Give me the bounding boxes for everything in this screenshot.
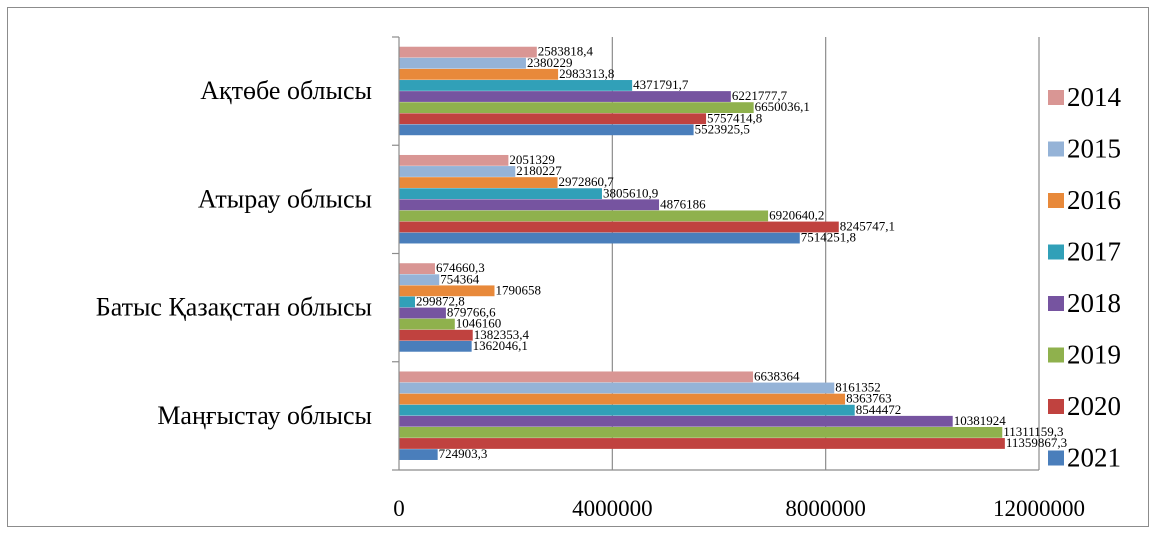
legend-swatch-2019 <box>1048 347 1064 363</box>
data-label: 754364 <box>440 271 480 286</box>
chart-area: 2583818,4 2380229 2983313,8 4371791,7 622177… <box>7 7 1149 527</box>
data-label: 4876186 <box>660 196 706 211</box>
category-label: Ақтөбе облысы <box>200 76 372 105</box>
bar-2015 <box>399 274 440 286</box>
bar-2018 <box>399 91 731 102</box>
bar-2014 <box>399 154 509 166</box>
legend-label: 2017 <box>1067 237 1121 267</box>
bar-2021 <box>399 124 694 136</box>
x-tick-label: 4000000 <box>572 496 653 521</box>
legend-swatch-2015 <box>1048 141 1064 157</box>
bar-2020 <box>399 221 839 233</box>
x-tick-label: 8000000 <box>785 496 866 521</box>
bar-2020 <box>399 329 473 341</box>
bar-2014 <box>399 263 435 275</box>
data-label: 674660,3 <box>436 260 485 275</box>
data-label: 11311159,3 <box>1003 424 1063 439</box>
data-label: 1382353,4 <box>474 327 530 342</box>
data-label: 299872,8 <box>416 294 465 309</box>
legend-label: 2020 <box>1067 391 1121 421</box>
bar-2016 <box>399 285 495 297</box>
bar-2017 <box>399 80 633 91</box>
data-label: 7514251,8 <box>801 230 856 245</box>
data-label: 8161352 <box>835 380 881 395</box>
legend-label: 2015 <box>1067 134 1121 164</box>
data-label: 2583818,4 <box>538 44 594 59</box>
bar-2016 <box>399 177 558 188</box>
data-label: 1790658 <box>496 282 542 297</box>
bar-2018 <box>399 415 953 427</box>
data-label: 1046160 <box>456 316 502 331</box>
data-label: 2983313,8 <box>559 66 614 81</box>
bar-2021 <box>399 232 800 244</box>
bar-2016 <box>399 68 559 80</box>
legend-swatch-2016 <box>1048 193 1064 208</box>
data-label: 6920640,2 <box>769 207 824 222</box>
data-label: 5523925,5 <box>695 121 750 136</box>
bar-2017 <box>399 188 602 200</box>
legend-label: 2016 <box>1067 185 1121 215</box>
legend-swatch-2014 <box>1048 90 1064 105</box>
bar-2015 <box>399 382 835 394</box>
bar-2021 <box>399 340 472 352</box>
legend-swatch-2020 <box>1048 399 1064 414</box>
legend-swatch-2021 <box>1048 450 1064 466</box>
category-label: Батыс Қазақстан облысы <box>96 293 372 322</box>
data-label: 10381924 <box>954 413 1007 428</box>
data-label: 11359867,3 <box>1006 435 1067 450</box>
data-label: 4371791,7 <box>633 77 689 92</box>
data-label: 8245747,1 <box>840 219 895 234</box>
data-label: 2972860,7 <box>559 174 615 189</box>
x-tick-label: 0 <box>393 496 405 521</box>
data-label: 1362046,1 <box>473 338 528 353</box>
legend-label: 2014 <box>1067 82 1122 112</box>
data-label: 879766,6 <box>447 305 496 320</box>
data-label: 6638364 <box>754 368 800 383</box>
axes <box>392 36 1039 471</box>
legend-label: 2019 <box>1067 340 1121 370</box>
bar-2020 <box>399 438 1005 449</box>
category-labels: Ақтөбе облысы Атырау облысы Батыс Қазақста… <box>96 76 372 430</box>
bar-2019 <box>399 210 769 222</box>
bar-2018 <box>399 307 446 319</box>
bar-2017 <box>399 296 415 308</box>
bar-2014 <box>399 371 754 383</box>
bar-2016 <box>399 393 846 405</box>
data-label: 6221777,7 <box>732 88 788 103</box>
data-label: 2380229 <box>527 55 573 70</box>
data-label: 2180227 <box>516 163 562 178</box>
bar-2021 <box>399 449 438 460</box>
legend-swatch-2018 <box>1048 296 1064 311</box>
legend-swatch-2017 <box>1048 244 1064 260</box>
legend-label: 2021 <box>1067 443 1121 473</box>
legend: 2014 2015 2016 2017 2018 2019 2020 2021 <box>1048 82 1122 473</box>
data-label: 8544472 <box>856 402 902 417</box>
bar-2015 <box>399 166 516 177</box>
category-label: Атырау облысы <box>198 184 372 213</box>
x-tick-labels: 0 4000000 8000000 12000000 <box>393 496 1085 521</box>
bar-2018 <box>399 199 660 211</box>
data-label: 2051329 <box>509 152 554 167</box>
data-label: 724903,3 <box>439 446 488 461</box>
bar-2015 <box>399 57 526 69</box>
bar-2019 <box>399 318 455 330</box>
bar-2019 <box>399 426 1003 438</box>
data-label: 6650036,1 <box>755 99 810 114</box>
x-tick-label: 12000000 <box>993 496 1085 521</box>
bar-2019 <box>399 102 754 114</box>
bar-2020 <box>399 113 707 125</box>
category-label: Маңғыстау облысы <box>157 401 372 430</box>
legend-label: 2018 <box>1067 288 1121 318</box>
bar-2017 <box>399 404 855 416</box>
data-label: 3805610,9 <box>603 185 658 200</box>
data-label: 8363763 <box>846 391 892 406</box>
bar-2014 <box>399 46 537 58</box>
data-label: 5757414,8 <box>707 110 762 125</box>
